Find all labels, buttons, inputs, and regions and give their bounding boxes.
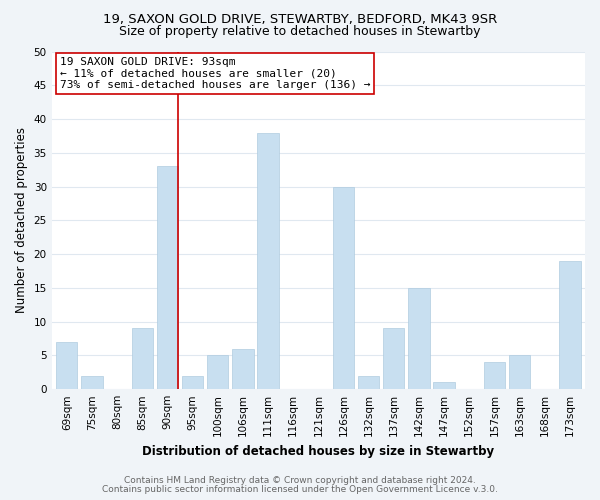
Bar [509,356,530,389]
Bar [257,132,279,389]
Text: 19 SAXON GOLD DRIVE: 93sqm
← 11% of detached houses are smaller (20)
73% of semi: 19 SAXON GOLD DRIVE: 93sqm ← 11% of deta… [59,56,370,90]
Y-axis label: Number of detached properties: Number of detached properties [15,128,28,314]
Text: Contains public sector information licensed under the Open Government Licence v.: Contains public sector information licen… [102,485,498,494]
Bar [56,342,77,389]
Bar [157,166,178,389]
Bar [358,376,379,389]
Bar [484,362,505,389]
Bar [383,328,404,389]
Bar [408,288,430,389]
Text: Size of property relative to detached houses in Stewartby: Size of property relative to detached ho… [119,25,481,38]
Bar [333,186,354,389]
Text: Contains HM Land Registry data © Crown copyright and database right 2024.: Contains HM Land Registry data © Crown c… [124,476,476,485]
Bar [207,356,229,389]
Bar [182,376,203,389]
Bar [559,261,581,389]
Bar [131,328,153,389]
Bar [232,348,254,389]
Bar [81,376,103,389]
Bar [433,382,455,389]
Text: 19, SAXON GOLD DRIVE, STEWARTBY, BEDFORD, MK43 9SR: 19, SAXON GOLD DRIVE, STEWARTBY, BEDFORD… [103,12,497,26]
X-axis label: Distribution of detached houses by size in Stewartby: Distribution of detached houses by size … [142,444,494,458]
